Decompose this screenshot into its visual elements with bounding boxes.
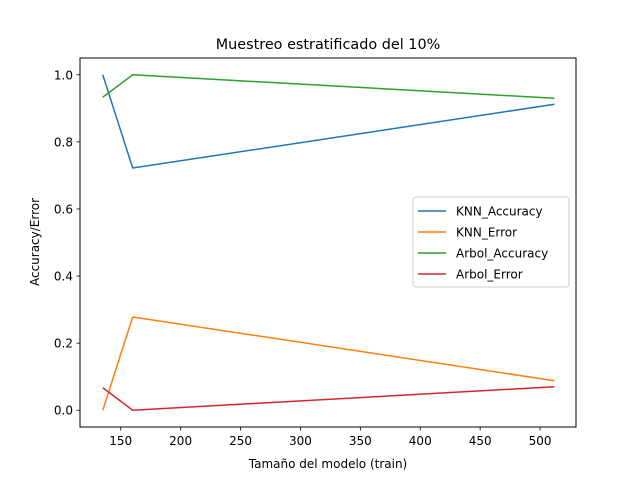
plot-area-frame (79, 57, 577, 428)
legend: KNN_Accuracy KNN_Error Arbol_Accuracy Arbol… (412, 196, 570, 288)
x-tick-label: 150 (109, 434, 132, 448)
series-line-knn-accuracy (102, 74, 555, 169)
y-axis-ticks: 0.0 0.2 0.4 0.6 0.8 1.0 (54, 68, 80, 418)
plot-lines (102, 74, 555, 411)
y-axis-label: Accuracy/Error (28, 198, 42, 286)
x-tick-label: 250 (229, 434, 252, 448)
x-tick-label: 400 (409, 434, 432, 448)
x-axis-label: Tamaño del modelo (train) (248, 457, 407, 471)
series-line-arbol-error (102, 386, 555, 411)
legend-label-arbol-accuracy: Arbol_Accuracy (456, 247, 548, 261)
chart-title: Muestreo estratificado del 10% (216, 37, 441, 53)
x-tick-label: 450 (469, 434, 492, 448)
y-tick-label: 0.4 (54, 270, 73, 284)
x-axis-ticks: 150 200 250 300 350 400 450 500 (109, 427, 552, 448)
y-tick-label: 1.0 (54, 68, 73, 82)
x-tick-label: 350 (349, 434, 372, 448)
legend-box (412, 196, 570, 288)
x-tick-label: 500 (529, 434, 552, 448)
series-line-arbol-accuracy (102, 74, 555, 99)
legend-label-knn-error: KNN_Error (456, 226, 517, 240)
y-tick-label: 0.6 (54, 202, 73, 216)
legend-label-arbol-error: Arbol_Error (456, 268, 523, 282)
x-tick-label: 200 (169, 434, 192, 448)
y-tick-label: 0.0 (54, 404, 73, 418)
y-tick-label: 0.8 (54, 135, 73, 149)
series-line-knn-error (102, 316, 555, 411)
legend-label-knn-accuracy: KNN_Accuracy (456, 205, 543, 219)
y-tick-label: 0.2 (54, 337, 73, 351)
x-tick-label: 300 (289, 434, 312, 448)
